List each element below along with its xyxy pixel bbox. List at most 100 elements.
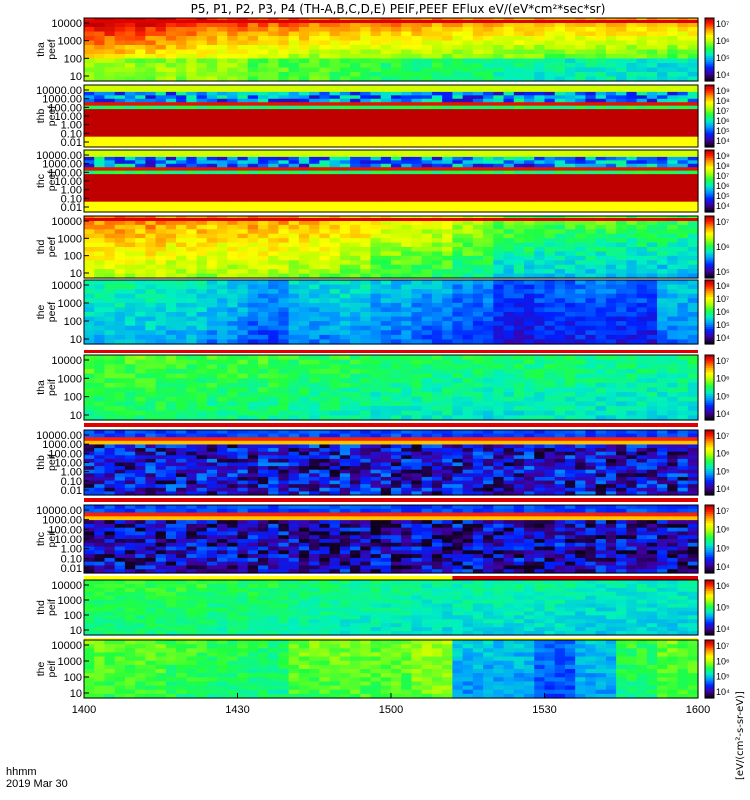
spectrogram-cell bbox=[298, 167, 310, 172]
spectrogram-cell bbox=[298, 330, 310, 336]
spectrogram-cell bbox=[114, 40, 126, 46]
spectrogram-cell bbox=[288, 184, 300, 189]
spectrogram-cell bbox=[237, 91, 249, 96]
colorbar-frame bbox=[704, 84, 715, 148]
spectrogram-cell bbox=[176, 119, 187, 124]
spectrogram-cell bbox=[472, 201, 484, 206]
spectrogram-cell bbox=[503, 140, 515, 145]
spectrogram-cell bbox=[247, 27, 259, 33]
spectrogram-cell bbox=[646, 22, 658, 28]
spectrogram-cell bbox=[124, 126, 136, 131]
spectrogram-cell bbox=[319, 112, 331, 117]
spectrogram-cell bbox=[94, 280, 106, 286]
colorbar-swatch bbox=[705, 99, 714, 103]
spectrogram-cell bbox=[84, 150, 95, 155]
spectrogram-cell bbox=[350, 330, 361, 336]
spectrogram-cell bbox=[626, 194, 638, 199]
spectrogram-cell bbox=[196, 187, 208, 192]
spectrogram-cell bbox=[186, 49, 198, 55]
y-tick-label: 100.00 bbox=[48, 167, 82, 179]
spectrogram-cell bbox=[176, 102, 187, 107]
spectrogram-cell bbox=[257, 150, 269, 155]
spectrogram-cell bbox=[227, 284, 239, 290]
spectrogram-cell bbox=[247, 140, 259, 145]
spectrogram-cell bbox=[595, 334, 607, 341]
spectrogram-cell bbox=[350, 325, 361, 331]
spectrogram-cell bbox=[350, 321, 361, 327]
spectrogram-cell bbox=[114, 194, 126, 199]
spectrogram-cell bbox=[268, 187, 280, 192]
spectrogram-cell bbox=[278, 143, 290, 148]
spectrogram-cell bbox=[616, 229, 627, 235]
spectrogram-cell bbox=[595, 156, 607, 161]
spectrogram-cell bbox=[646, 27, 658, 33]
spectrogram-cell bbox=[288, 284, 300, 290]
spectrogram-cell bbox=[84, 88, 95, 93]
spectrogram-cell bbox=[227, 119, 239, 124]
spectrogram-cell bbox=[155, 27, 167, 33]
spectrogram-cell bbox=[186, 136, 198, 141]
y-tick-label: 1000 bbox=[58, 233, 82, 245]
spectrogram-cell bbox=[309, 126, 320, 131]
spectrogram-cell bbox=[575, 269, 587, 275]
spectrogram-cell bbox=[186, 255, 198, 261]
spectrogram-cell bbox=[391, 302, 402, 309]
spectrogram-cell bbox=[595, 22, 607, 28]
spectrogram-cell bbox=[462, 85, 474, 90]
spectrogram-cell bbox=[524, 184, 535, 189]
spectrogram-cell bbox=[513, 238, 525, 244]
spectrogram-cell bbox=[124, 58, 136, 64]
spectrogram-cell bbox=[135, 95, 146, 100]
spectrogram-cell bbox=[339, 49, 351, 55]
spectrogram-cell bbox=[176, 49, 187, 55]
spectrogram-cell bbox=[165, 321, 177, 327]
spectrogram-cell bbox=[217, 242, 228, 248]
spectrogram-cell bbox=[605, 129, 617, 134]
colorbar-swatch bbox=[705, 70, 714, 74]
spectrogram-cell bbox=[401, 76, 413, 82]
colorbar-swatch bbox=[705, 271, 714, 275]
spectrogram-cell bbox=[677, 49, 689, 55]
spectrogram-cell bbox=[176, 105, 187, 110]
spectrogram-cell bbox=[155, 229, 167, 235]
spectrogram-cell bbox=[135, 54, 146, 60]
spectrogram-cell bbox=[145, 247, 157, 253]
spectrogram-cell bbox=[257, 198, 269, 203]
spectrogram-cell bbox=[391, 229, 402, 235]
spectrogram-cell bbox=[360, 105, 372, 110]
spectrogram-cell bbox=[135, 109, 146, 114]
spectrogram-cell bbox=[401, 95, 413, 100]
y-tick-label: 10000 bbox=[51, 280, 82, 292]
spectrogram-cell bbox=[421, 76, 433, 82]
spectrogram-cell bbox=[534, 255, 546, 261]
spectrogram-cell bbox=[257, 293, 269, 299]
spectrogram-cell bbox=[564, 260, 576, 266]
spectrogram-cell bbox=[677, 116, 689, 121]
spectrogram-cell bbox=[524, 273, 535, 279]
spectrogram-cell bbox=[319, 150, 331, 155]
spectrogram-cell bbox=[237, 27, 249, 33]
spectrogram-cell bbox=[350, 95, 361, 100]
spectrogram-cell bbox=[257, 269, 269, 275]
spectrogram-cell bbox=[360, 126, 372, 131]
spectrogram-cell bbox=[124, 76, 136, 82]
spectrogram-cell bbox=[677, 27, 689, 33]
spectrogram-cell bbox=[452, 205, 464, 210]
spectrogram-cell bbox=[626, 156, 638, 161]
spectrogram-cell bbox=[452, 191, 464, 196]
spectrogram-cell bbox=[339, 181, 351, 186]
spectrogram-cell bbox=[667, 45, 679, 51]
spectrogram-cell bbox=[677, 238, 689, 244]
spectrogram-cell bbox=[145, 220, 157, 226]
spectrogram-cell bbox=[339, 129, 351, 134]
spectrogram-cell bbox=[84, 140, 95, 145]
spectrogram-cell bbox=[411, 140, 423, 145]
spectrogram-cell bbox=[483, 208, 494, 213]
spectrogram-cell bbox=[687, 181, 699, 186]
spectrogram-cell bbox=[206, 63, 218, 69]
spectrogram-cell bbox=[135, 194, 146, 199]
spectrogram-cell bbox=[145, 269, 157, 275]
spectrogram-cell bbox=[176, 167, 187, 172]
spectrogram-cell bbox=[288, 140, 300, 145]
spectrogram-cell bbox=[595, 170, 607, 175]
